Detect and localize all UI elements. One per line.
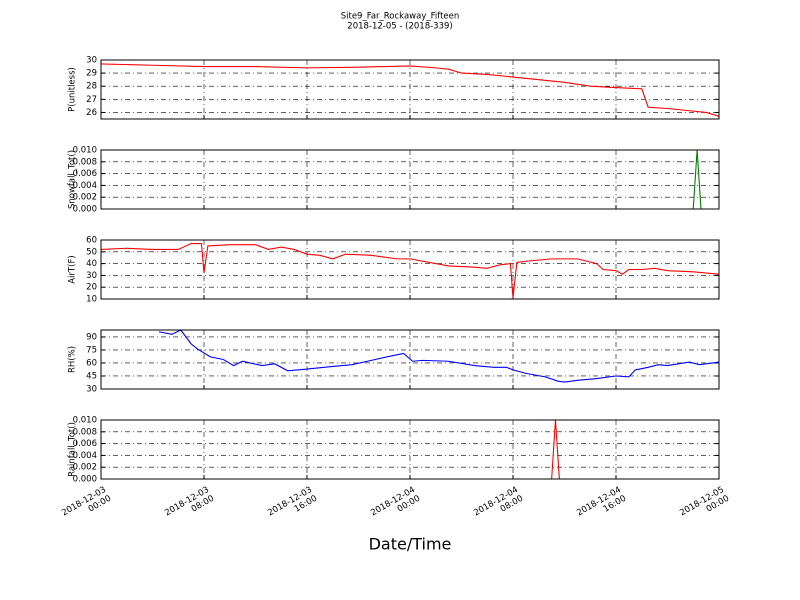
y-tick-label: 27: [86, 95, 97, 105]
y-tick-label: 40: [86, 259, 97, 269]
y-tick-label: 0.008: [73, 157, 97, 167]
data-line: [101, 63, 719, 117]
y-tick-label: 0.006: [73, 439, 97, 449]
chart-title: Site9_Far_Rockaway_Fifteen: [341, 12, 460, 22]
y-tick-label: 60: [86, 358, 97, 368]
y-tick-label: 10: [86, 295, 97, 305]
data-line: [101, 242, 719, 298]
y-axis-title: Snowfall_Tot(): [68, 150, 78, 209]
y-tick-label: 0.010: [73, 146, 97, 156]
plot-frame: [100, 419, 720, 480]
y-tick-label: 0.000: [73, 205, 97, 215]
x-axis-title: Date/Time: [369, 535, 452, 554]
y-tick-label: 75: [86, 345, 97, 355]
y-tick-label: 0.002: [73, 463, 97, 473]
y-tick-label: 0.008: [73, 427, 97, 437]
y-axis-title: RH(%): [68, 346, 78, 373]
y-tick-label: 20: [86, 283, 97, 293]
data-line: [158, 329, 719, 383]
y-tick-label: 50: [86, 247, 97, 257]
y-tick-label: 0.004: [73, 451, 97, 461]
y-axis-title: Rainfall_Tot(): [68, 422, 78, 477]
y-tick-label: 30: [86, 56, 97, 66]
y-tick-label: 90: [86, 332, 97, 342]
y-tick-label: 30: [86, 385, 97, 395]
y-tick-label: 0.010: [73, 416, 97, 426]
y-axis-title: AirT(F): [68, 255, 78, 283]
y-tick-label: 0.000: [73, 475, 97, 485]
plot-frame: [100, 59, 720, 120]
plot-frame: [100, 239, 720, 300]
y-tick-label: 0.006: [73, 169, 97, 179]
y-tick-label: 45: [86, 371, 97, 381]
y-tick-label: 0.002: [73, 193, 97, 203]
y-tick-label: 60: [86, 236, 97, 246]
plot-frame: [100, 329, 720, 390]
y-tick-label: 28: [86, 82, 97, 92]
y-tick-label: 29: [86, 69, 97, 79]
y-tick-label: 26: [86, 108, 97, 118]
y-tick-label: 0.004: [73, 181, 97, 191]
plot-frame: [100, 149, 720, 210]
y-tick-label: 30: [86, 271, 97, 281]
chart-subtitle: 2018-12-05 - (2018-339): [347, 22, 452, 32]
y-axis-title: P(unitless): [68, 67, 78, 112]
